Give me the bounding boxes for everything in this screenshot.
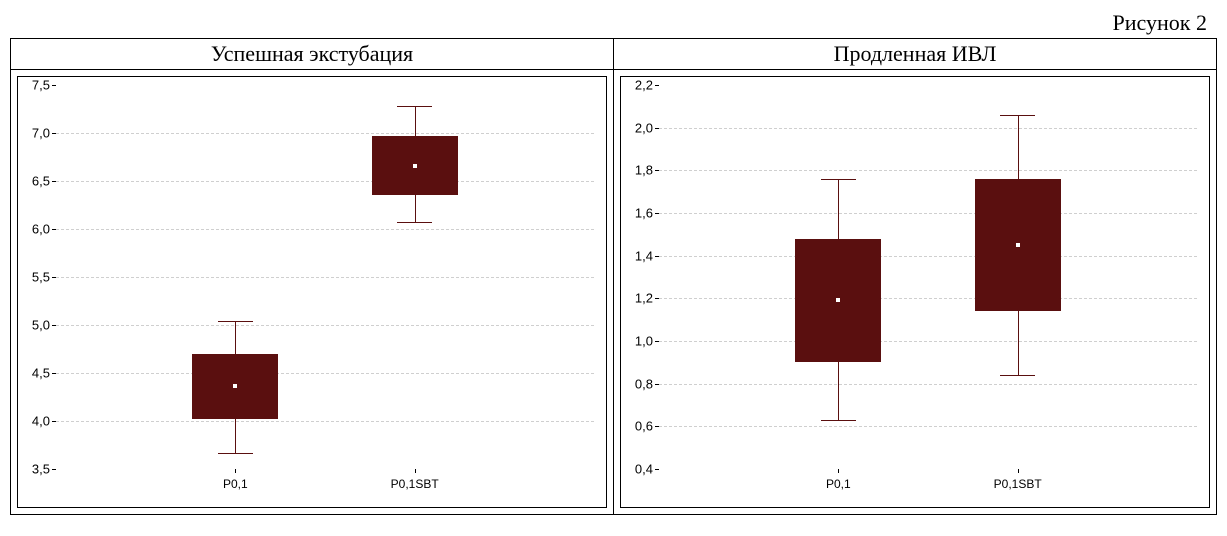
x-tick-mark bbox=[415, 469, 416, 473]
whisker-cap bbox=[821, 179, 855, 180]
median-marker bbox=[413, 164, 417, 168]
whisker bbox=[415, 106, 416, 136]
whisker-cap bbox=[218, 453, 252, 454]
x-tick-mark bbox=[838, 469, 839, 473]
y-tick-label: 6,5 bbox=[20, 174, 50, 189]
whisker-cap bbox=[397, 106, 431, 107]
whisker bbox=[838, 362, 839, 420]
median-marker bbox=[836, 298, 840, 302]
whisker bbox=[415, 195, 416, 222]
y-tick-mark bbox=[52, 469, 56, 470]
y-tick-label: 0,4 bbox=[623, 462, 653, 477]
x-tick-label: P0,1 bbox=[826, 477, 851, 491]
x-tick-label: P0,1 bbox=[223, 477, 248, 491]
whisker bbox=[1018, 115, 1019, 179]
median-marker bbox=[1016, 243, 1020, 247]
y-tick-label: 2,0 bbox=[623, 120, 653, 135]
y-tick-mark bbox=[655, 469, 659, 470]
x-tick-mark bbox=[1018, 469, 1019, 473]
x-tick-label: P0,1SBT bbox=[391, 477, 439, 491]
y-tick-label: 1,8 bbox=[623, 163, 653, 178]
panels-row: Успешная экстубация 3,5 4,0 4,5 5,0 5,5 6,0 6,5… bbox=[10, 38, 1217, 515]
panel: Успешная экстубация 3,5 4,0 4,5 5,0 5,5 6,0 6,5… bbox=[11, 39, 613, 514]
median-marker bbox=[233, 384, 237, 388]
whisker bbox=[1018, 311, 1019, 375]
y-tick-label: 1,0 bbox=[623, 334, 653, 349]
panel: Продленная ИВЛ 0,4 0,6 0,8 1,0 1,2 1,4 1,6 1,8 2,… bbox=[613, 39, 1216, 514]
y-tick-label: 0,6 bbox=[623, 419, 653, 434]
y-tick-label: 6,0 bbox=[20, 222, 50, 237]
y-tick-label: 1,4 bbox=[623, 248, 653, 263]
panel-title: Успешная экстубация bbox=[11, 39, 613, 70]
chart-outer: 0,40,60,81,01,21,41,61,82,02,2P0,1P0,1SB… bbox=[614, 70, 1216, 514]
x-tick-mark bbox=[235, 469, 236, 473]
y-tick-label: 5,5 bbox=[20, 270, 50, 285]
whisker-cap bbox=[218, 321, 252, 322]
y-tick-label: 3,5 bbox=[20, 462, 50, 477]
y-tick-label: 7,0 bbox=[20, 126, 50, 141]
whisker bbox=[235, 419, 236, 453]
whisker-cap bbox=[821, 420, 855, 421]
y-tick-label: 0,8 bbox=[623, 376, 653, 391]
whisker-cap bbox=[397, 222, 431, 223]
chart-box: 3,54,04,55,05,56,06,57,07,5P0,1P0,1SBT bbox=[17, 76, 607, 508]
whisker bbox=[838, 179, 839, 239]
y-tick-label: 1,6 bbox=[623, 206, 653, 221]
y-tick-label: 5,0 bbox=[20, 318, 50, 333]
plot-area: P0,1P0,1SBT bbox=[56, 85, 594, 469]
y-tick-label: 4,0 bbox=[20, 414, 50, 429]
figure-caption: Рисунок 2 bbox=[10, 10, 1217, 36]
plot-area: P0,1P0,1SBT bbox=[659, 85, 1197, 469]
whisker-cap bbox=[1000, 375, 1034, 376]
y-tick-label: 4,5 bbox=[20, 366, 50, 381]
whisker-cap bbox=[1000, 115, 1034, 116]
y-tick-label: 2,2 bbox=[623, 78, 653, 93]
x-tick-label: P0,1SBT bbox=[994, 477, 1042, 491]
chart-outer: 3,54,04,55,05,56,06,57,07,5P0,1P0,1SBT bbox=[11, 70, 613, 514]
y-tick-label: 1,2 bbox=[623, 291, 653, 306]
whisker bbox=[235, 321, 236, 354]
chart-box: 0,40,60,81,01,21,41,61,82,02,2P0,1P0,1SB… bbox=[620, 76, 1210, 508]
panel-title: Продленная ИВЛ bbox=[614, 39, 1216, 70]
figure-container: Рисунок 2 Успешная экстубация 3,5 4,0 4,5 5,… bbox=[10, 10, 1217, 515]
y-tick-label: 7,5 bbox=[20, 78, 50, 93]
